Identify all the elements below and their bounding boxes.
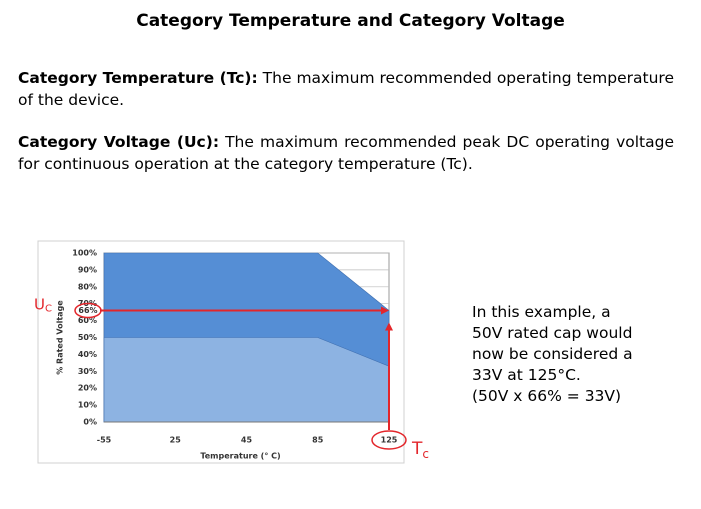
term: Category Temperature (Tc): — [18, 69, 258, 87]
y-tick-label: 100% — [72, 249, 97, 258]
y-axis-label: % Rated Voltage — [56, 300, 65, 375]
y-tick-label: 40% — [78, 350, 97, 359]
y-tick-label: 30% — [78, 367, 97, 376]
x-tick-label: 45 — [241, 436, 253, 445]
arrowhead — [385, 322, 393, 331]
note-line: now be considered a — [472, 345, 633, 363]
voltage-symbol: UC — [34, 295, 52, 315]
y-tick-label: 0% — [83, 418, 97, 427]
y-tick-label: 20% — [78, 384, 97, 393]
slide-title: Category Temperature and Category Voltag… — [136, 11, 565, 31]
note-line: 50V rated cap would — [472, 324, 633, 342]
note: In this example, a 50V rated cap would now… — [472, 302, 633, 407]
x-tick-label: 125 — [381, 436, 398, 445]
y-tick-label: 60% — [78, 316, 97, 325]
term: Category Voltage (Uc): — [18, 133, 220, 151]
note-line: In this example, a — [472, 303, 611, 321]
temperature-symbol: Tc — [411, 439, 429, 461]
y-tick-label: 90% — [78, 265, 97, 274]
marker-circle — [74, 302, 102, 319]
definition: Category Temperature (Tc): The maximum r… — [18, 67, 674, 111]
symbol: T — [411, 439, 423, 459]
definition-text: The maximum recommended peak DC operatin… — [18, 133, 674, 173]
x-tick-label: 85 — [312, 436, 324, 445]
area — [103, 337, 390, 423]
marker-circle — [371, 430, 407, 450]
y-tick-label: 50% — [78, 333, 97, 342]
symbol: U — [34, 295, 45, 313]
x-tick-label: 25 — [170, 436, 182, 445]
subscript: C — [45, 303, 52, 314]
definition: Category Voltage (Uc): The maximum recom… — [18, 131, 674, 175]
y-tick-label: 10% — [78, 401, 97, 410]
y-tick-label: 80% — [78, 282, 97, 291]
definition-text: The maximum recommended operating temper… — [18, 69, 674, 109]
x-axis-label: Temperature (° C) — [200, 452, 280, 461]
note-line: (50V x 66% = 33V) — [472, 387, 622, 405]
arrowhead — [381, 306, 389, 315]
x-tick-label: -55 — [97, 436, 112, 445]
subscript: c — [422, 447, 429, 461]
marker-label: 66% — [78, 306, 97, 315]
note-line: 33V at 125°C. — [472, 366, 581, 384]
